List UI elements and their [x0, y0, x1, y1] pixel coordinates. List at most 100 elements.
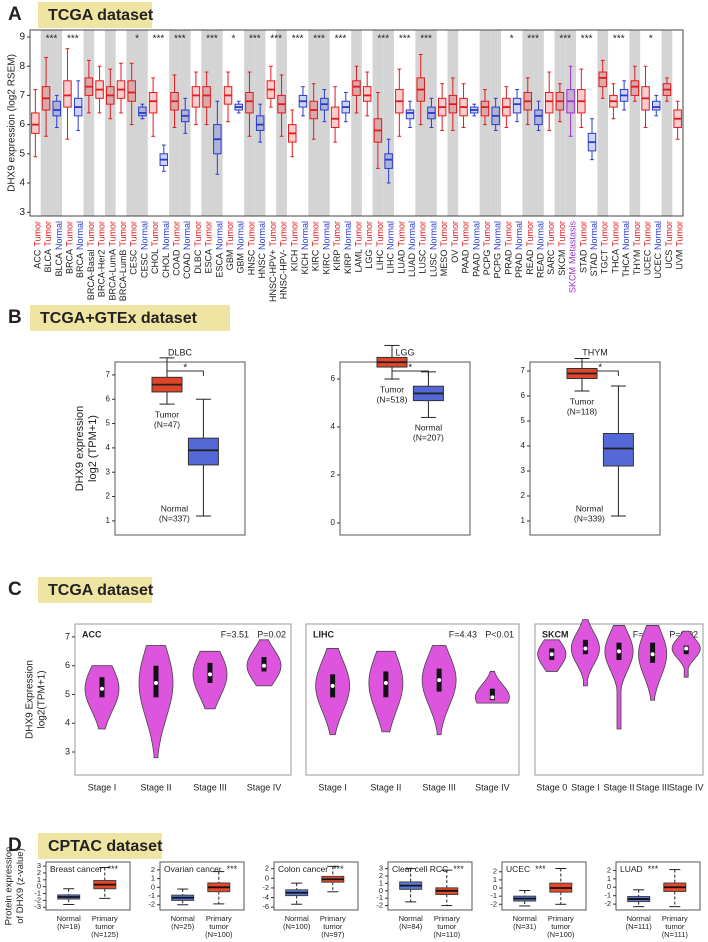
box [480, 100, 490, 117]
significance: *** [453, 864, 464, 874]
group-name: Normal [621, 221, 631, 250]
x-tick-label: READ Normal [536, 221, 546, 278]
y-axis-label: DHX9 Expression [25, 660, 36, 739]
x-tick-label: THYM Tumor [632, 221, 642, 275]
x-tick-label: LUAD Normal [407, 221, 417, 277]
x-tick-label: CHOL Tumor [150, 221, 160, 274]
group-label: Normal [285, 914, 310, 923]
cancer-name: BRCA-LumA [108, 249, 118, 301]
group-name: Tumor [86, 221, 96, 247]
x-tick-label: BRCA Tumor [65, 221, 75, 274]
group-name: Tumor [279, 221, 289, 247]
median-dot [330, 683, 335, 688]
y-tick-label: 5 [106, 419, 111, 428]
y-axis-label: of DHX9 (z-value) [15, 848, 26, 924]
f-stat: F=3.51 [221, 629, 249, 639]
iqr-box [489, 688, 495, 701]
median-dot [617, 649, 621, 654]
y-tick-label: 6 [106, 394, 111, 403]
x-tick-label: Stage II [370, 782, 401, 792]
p-value: P<0.01 [485, 629, 514, 639]
significance: *** [581, 34, 593, 45]
group-label: (N=18) [57, 922, 81, 931]
significance: *** [249, 34, 261, 45]
x-tick-label: STAD Tumor [579, 221, 589, 273]
f-stat: F=4.43 [449, 629, 477, 639]
x-tick-label: MESO Tumor [440, 221, 450, 276]
cancer-name: ACC [33, 249, 43, 269]
x-tick-label: PCPG Normal [493, 221, 503, 279]
x-tick-label: KICH Normal [300, 221, 310, 275]
panel-letter: A [8, 4, 22, 25]
y-axis-label: Protein expression [4, 847, 15, 926]
cancer-name: KIRC [322, 253, 332, 275]
cancer-name: BRCA [65, 249, 75, 274]
median-dot [262, 663, 266, 668]
group-name: Tumor [418, 221, 428, 247]
y-tick-label: 0 [37, 882, 41, 891]
x-tick-label: LUSC Normal [429, 221, 439, 277]
x-tick-label: BRCA-Her2 Tumor [97, 221, 107, 297]
band-shade [319, 30, 330, 216]
box [245, 91, 254, 114]
y-tick-label: 1 [151, 874, 155, 883]
x-tick-label: HNSC-HPV- Tumor [279, 221, 289, 299]
group-name: Tumor [268, 221, 278, 247]
plot-title: Breast cancer *** [50, 864, 118, 874]
y-tick-label: 2 [521, 491, 526, 500]
panel-title: TCGA+GTEx dataset [40, 310, 198, 327]
cancer-name: CESC [129, 249, 139, 275]
plot-frame [29, 29, 684, 217]
significance: *** [270, 34, 282, 45]
box [651, 100, 661, 111]
cancer-name: BRCA [76, 253, 86, 278]
x-tick-label: LGG Tumor [365, 221, 375, 269]
y-tick-label: -2 [604, 899, 611, 908]
x-tick-label: GBM Tumor [225, 221, 235, 270]
panel-letter: C [8, 579, 22, 600]
group-label: Primary [434, 914, 460, 923]
group-name: Normal [236, 221, 246, 250]
group-name: Metastasis [568, 221, 578, 265]
cancer-name: THCA [621, 253, 631, 278]
group-name: Tumor [450, 221, 460, 247]
cancer-name: PCPG [482, 250, 492, 276]
x-tick-label: Stage I [571, 782, 600, 792]
x-tick-label: UCS Tumor [664, 221, 674, 269]
x-tick-label: KIRC Tumor [311, 221, 321, 271]
group-name: Normal [536, 221, 546, 250]
group-name: Normal [183, 221, 193, 250]
panel-title: TCGA dataset [48, 582, 154, 599]
x-tick-label: Stage III [422, 782, 456, 792]
y-tick-label: 1 [493, 875, 497, 884]
group-label: tumor [323, 922, 343, 931]
x-tick-label: BRCA-Basal Tumor [86, 221, 96, 300]
x-tick-label: UCEC Normal [654, 221, 664, 279]
plot-title: LIHC [313, 629, 334, 639]
title-text: Ovarian cancer [164, 864, 222, 874]
cancer-name: BRCA-Her2 [97, 250, 107, 298]
cancer-name: UCS [664, 250, 674, 269]
y-tick-label: 6 [65, 660, 70, 670]
significance: * [510, 34, 514, 45]
cancer-name: LUAD [407, 253, 417, 278]
box [512, 97, 522, 114]
plot-title: Clear cell RCC *** [392, 864, 464, 874]
cancer-name: READ [525, 249, 535, 275]
group-label: Normal [513, 914, 538, 923]
x-tick-label: LIHC Normal [386, 221, 396, 274]
cancer-name: HNSC-HPV- [279, 250, 289, 300]
cancer-name: STAD [579, 249, 589, 273]
y-tick-label: 9 [19, 32, 25, 43]
significance: *** [333, 864, 344, 874]
box [191, 86, 201, 108]
group-label: tumor [551, 922, 571, 931]
y-tick-label: 1 [37, 875, 41, 884]
significance: * [649, 34, 653, 45]
significance: *** [648, 864, 659, 874]
x-tick-label: COAD Normal [183, 221, 193, 279]
group-label: (N=25) [171, 922, 195, 931]
group-label: Normal [57, 914, 82, 923]
group-name: Normal [493, 221, 503, 250]
